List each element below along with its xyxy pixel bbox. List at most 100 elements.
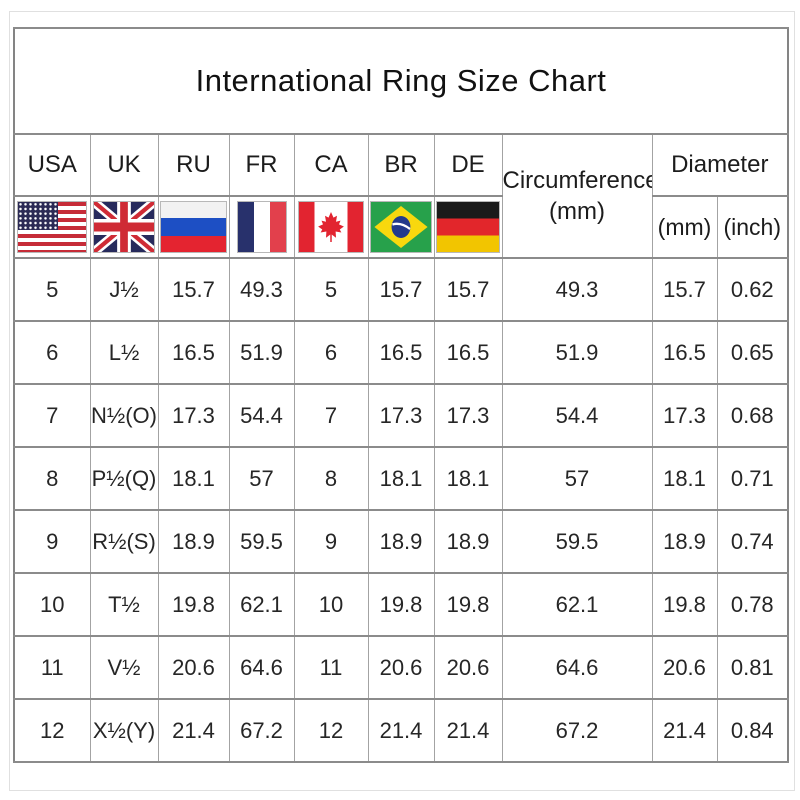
cell-ru-size: 20.6 — [157, 635, 230, 700]
cell-usa-size: 8 — [13, 446, 91, 511]
table-row: 8 P½(Q) 18.1 57 8 18.1 18.1 57 18.1 0.71 — [13, 446, 789, 511]
cell-ca-size: 9 — [293, 509, 369, 574]
cell-de-size: 18.1 — [433, 446, 503, 511]
cell-circumference-mm: 49.3 — [501, 257, 653, 322]
table-row: 12 X½(Y) 21.4 67.2 12 21.4 21.4 67.2 21.… — [13, 698, 789, 763]
cell-uk-size: X½(Y) — [89, 698, 159, 763]
cell-diameter-inch: 0.84 — [716, 698, 789, 763]
chart-title: International Ring Size Chart — [13, 27, 789, 135]
uk-flag-icon — [93, 201, 155, 253]
table-header: International Ring Size Chart USA UK RU … — [13, 27, 789, 259]
cell-diameter-inch: 0.74 — [716, 509, 789, 574]
cell-diameter-mm: 19.8 — [651, 572, 718, 637]
cell-ca-size: 7 — [293, 383, 369, 448]
header-usa: USA — [13, 133, 91, 197]
cell-usa-size: 11 — [13, 635, 91, 700]
cell-uk-size: P½(Q) — [89, 446, 159, 511]
germany-flag-icon — [436, 201, 500, 253]
ring-size-table: International Ring Size Chart USA UK RU … — [13, 27, 790, 763]
cell-fr-size: 54.4 — [228, 383, 295, 448]
cell-br-size: 20.6 — [367, 635, 435, 700]
cell-diameter-mm: 18.1 — [651, 446, 718, 511]
cell-br-size: 16.5 — [367, 320, 435, 385]
cell-diameter-mm: 17.3 — [651, 383, 718, 448]
cell-diameter-mm: 20.6 — [651, 635, 718, 700]
cell-usa-size: 5 — [13, 257, 91, 322]
canada-flag-icon — [298, 201, 364, 253]
cell-ca-size: 10 — [293, 572, 369, 637]
cell-uk-size: R½(S) — [89, 509, 159, 574]
cell-circumference-mm: 51.9 — [501, 320, 653, 385]
cell-ca-size: 11 — [293, 635, 369, 700]
cell-fr-size: 59.5 — [228, 509, 295, 574]
cell-ca-size: 5 — [293, 257, 369, 322]
cell-fr-size: 51.9 — [228, 320, 295, 385]
cell-diameter-mm: 16.5 — [651, 320, 718, 385]
cell-diameter-inch: 0.68 — [716, 383, 789, 448]
cell-uk-size: T½ — [89, 572, 159, 637]
outer-frame — [9, 11, 795, 791]
brazil-flag-icon — [370, 201, 432, 253]
cell-de-size: 19.8 — [433, 572, 503, 637]
cell-uk-size: V½ — [89, 635, 159, 700]
cell-uk-size: J½ — [89, 257, 159, 322]
cell-circumference-mm: 67.2 — [501, 698, 653, 763]
russia-flag-cell — [157, 195, 230, 259]
cell-br-size: 17.3 — [367, 383, 435, 448]
table-row: 7 N½(O) 17.3 54.4 7 17.3 17.3 54.4 17.3 … — [13, 383, 789, 448]
table-row: 11 V½ 20.6 64.6 11 20.6 20.6 64.6 20.6 0… — [13, 635, 789, 700]
cell-br-size: 18.9 — [367, 509, 435, 574]
cell-fr-size: 49.3 — [228, 257, 295, 322]
header-fr: FR — [228, 133, 295, 197]
france-flag-cell — [228, 195, 295, 259]
canada-flag-cell — [293, 195, 369, 259]
uk-flag-cell — [89, 195, 159, 259]
russia-flag-icon — [160, 201, 227, 253]
cell-de-size: 16.5 — [433, 320, 503, 385]
header-ru: RU — [157, 133, 230, 197]
header-uk: UK — [89, 133, 159, 197]
cell-circumference-mm: 59.5 — [501, 509, 653, 574]
cell-usa-size: 7 — [13, 383, 91, 448]
cell-circumference-mm: 57 — [501, 446, 653, 511]
header-ca: CA — [293, 133, 369, 197]
cell-fr-size: 67.2 — [228, 698, 295, 763]
cell-de-size: 15.7 — [433, 257, 503, 322]
table-row: 10 T½ 19.8 62.1 10 19.8 19.8 62.1 19.8 0… — [13, 572, 789, 637]
cell-usa-size: 6 — [13, 320, 91, 385]
cell-br-size: 21.4 — [367, 698, 435, 763]
cell-de-size: 17.3 — [433, 383, 503, 448]
cell-diameter-mm: 15.7 — [651, 257, 718, 322]
header-diameter: Diameter — [651, 133, 789, 197]
germany-flag-cell — [433, 195, 503, 259]
table-row: 5 J½ 15.7 49.3 5 15.7 15.7 49.3 15.7 0.6… — [13, 257, 789, 322]
cell-circumference-mm: 62.1 — [501, 572, 653, 637]
cell-de-size: 18.9 — [433, 509, 503, 574]
cell-diameter-mm: 21.4 — [651, 698, 718, 763]
circumference-unit: (mm) — [549, 198, 605, 225]
cell-fr-size: 64.6 — [228, 635, 295, 700]
cell-ru-size: 18.9 — [157, 509, 230, 574]
cell-diameter-inch: 0.65 — [716, 320, 789, 385]
cell-ru-size: 18.1 — [157, 446, 230, 511]
cell-ru-size: 15.7 — [157, 257, 230, 322]
cell-ru-size: 21.4 — [157, 698, 230, 763]
cell-uk-size: N½(O) — [89, 383, 159, 448]
france-flag-icon — [236, 201, 287, 253]
cell-diameter-mm: 18.9 — [651, 509, 718, 574]
cell-circumference-mm: 54.4 — [501, 383, 653, 448]
usa-flag-canton — [18, 202, 59, 230]
cell-de-size: 20.6 — [433, 635, 503, 700]
header-circumference: Circumference (mm) — [501, 133, 653, 259]
title-row: International Ring Size Chart — [13, 27, 789, 135]
cell-fr-size: 62.1 — [228, 572, 295, 637]
cell-usa-size: 10 — [13, 572, 91, 637]
cell-ca-size: 6 — [293, 320, 369, 385]
circumference-label: Circumference — [502, 166, 652, 194]
usa-flag-icon — [17, 201, 88, 253]
cell-uk-size: L½ — [89, 320, 159, 385]
table-row: 9 R½(S) 18.9 59.5 9 18.9 18.9 59.5 18.9 … — [13, 509, 789, 574]
table-row: 6 L½ 16.5 51.9 6 16.5 16.5 51.9 16.5 0.6… — [13, 320, 789, 385]
cell-diameter-inch: 0.81 — [716, 635, 789, 700]
